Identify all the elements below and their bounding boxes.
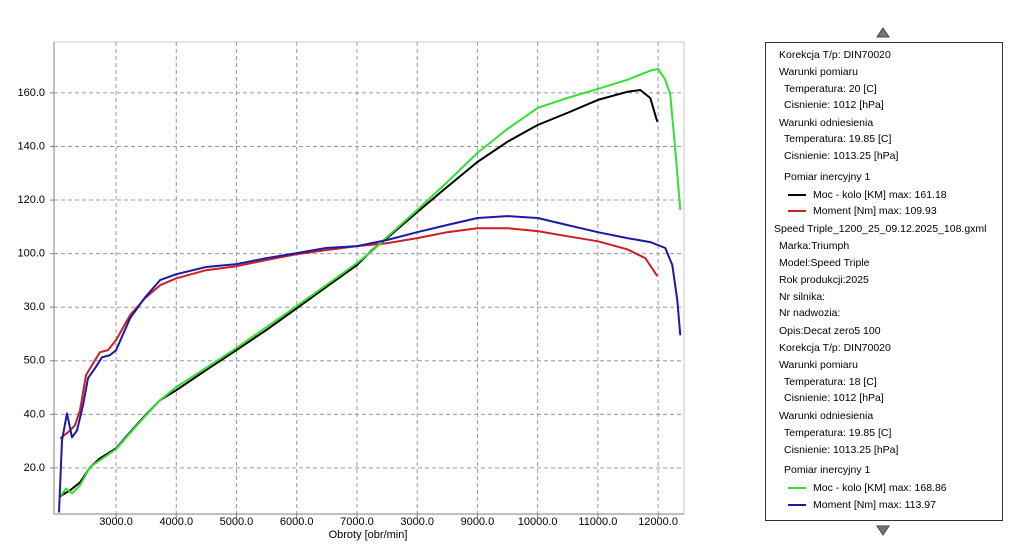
- x-tick-label: 7000.0: [340, 516, 374, 528]
- series-line: [59, 227, 659, 440]
- x-tick-label: 4000.0: [159, 516, 193, 528]
- info-line: Warunki pomiaru: [779, 359, 858, 371]
- info-line: Warunki odniesienia: [779, 117, 873, 129]
- plot: [54, 42, 684, 514]
- info-line: Korekcja T/p: DIN70020: [779, 342, 891, 354]
- info-line: Warunki odniesienia: [779, 410, 873, 422]
- info-line: Cisnienie: 1012 [hPa]: [784, 392, 884, 404]
- info-line: Pomiar inercyjny 1: [784, 464, 871, 476]
- legend-entry: Moment [Nm] max: 113.97: [813, 499, 936, 511]
- y-tick-label: 140.0: [17, 140, 45, 152]
- x-tick-label: 11000.0: [578, 516, 617, 528]
- legend-entry: Moc - kolo [KM] max: 161.18: [813, 189, 947, 201]
- info-line: Temperatura: 18 [C]: [784, 376, 877, 388]
- x-tick-label: 3000.0: [400, 516, 434, 528]
- scroll-down[interactable]: [876, 525, 890, 536]
- y-tick-label: 160.0: [17, 87, 45, 99]
- info-line: Nr silnika:: [779, 291, 825, 303]
- x-tick-label: 6000.0: [280, 516, 314, 528]
- info-line: Opis:Decat zero5 100: [779, 325, 881, 337]
- info-line: Temperatura: 19.85 [C]: [784, 427, 891, 439]
- scroll-up[interactable]: [876, 27, 890, 38]
- info-line: Cisnienie: 1013.25 [hPa]: [784, 150, 898, 162]
- x-axis-label: Obroty [obr/min]: [329, 529, 408, 541]
- x-tick-label: 9000.0: [461, 516, 495, 528]
- info-line: Cisnienie: 1012 [hPa]: [784, 99, 884, 111]
- legend-entry: Moment [Nm] max: 109.93: [813, 205, 937, 217]
- info-line: Temperatura: 20 [C]: [784, 83, 877, 95]
- info-line: Warunki pomiaru: [779, 66, 858, 78]
- info-panel: [765, 42, 1003, 521]
- info-line: Nr nadwozia:: [779, 307, 840, 319]
- x-tick-label: 12000.0: [638, 516, 678, 528]
- y-tick-label: 120.0: [17, 194, 45, 206]
- info-line: Speed Triple_1200_25_09.12.2025_108.gxml: [774, 223, 987, 235]
- x-tick-label: 5000.0: [220, 516, 254, 528]
- plot-area: [53, 41, 685, 515]
- y-tick-label: 50.0: [24, 355, 45, 367]
- y-tick-label: 40.0: [24, 408, 45, 420]
- info-line: Cisnienie: 1013.25 [hPa]: [784, 444, 898, 456]
- info-line: Rok produkcji:2025: [779, 274, 869, 286]
- series-line: [60, 67, 682, 497]
- info-panel-text: Korekcja T/p: DIN70020 Warunki pomiaru T…: [774, 49, 987, 511]
- x-tick-label: 10000.0: [518, 516, 558, 528]
- info-line: Marka:Triumph: [779, 240, 849, 252]
- x-tick-label: 3000.0: [99, 516, 133, 528]
- y-tick-label: 30.0: [24, 301, 45, 313]
- info-line: Temperatura: 19.85 [C]: [784, 133, 891, 145]
- y-tick-label: 20.0: [24, 462, 45, 474]
- info-line: Korekcja T/p: DIN70020: [779, 49, 891, 61]
- info-line: Model:Speed Triple: [779, 257, 870, 269]
- legend-entry: Moc - kolo [KM] max: 168.86: [813, 482, 947, 494]
- info-line: Pomiar inercyjny 1: [784, 171, 871, 183]
- series-line: [58, 215, 682, 513]
- y-tick-label: 100.0: [17, 248, 45, 260]
